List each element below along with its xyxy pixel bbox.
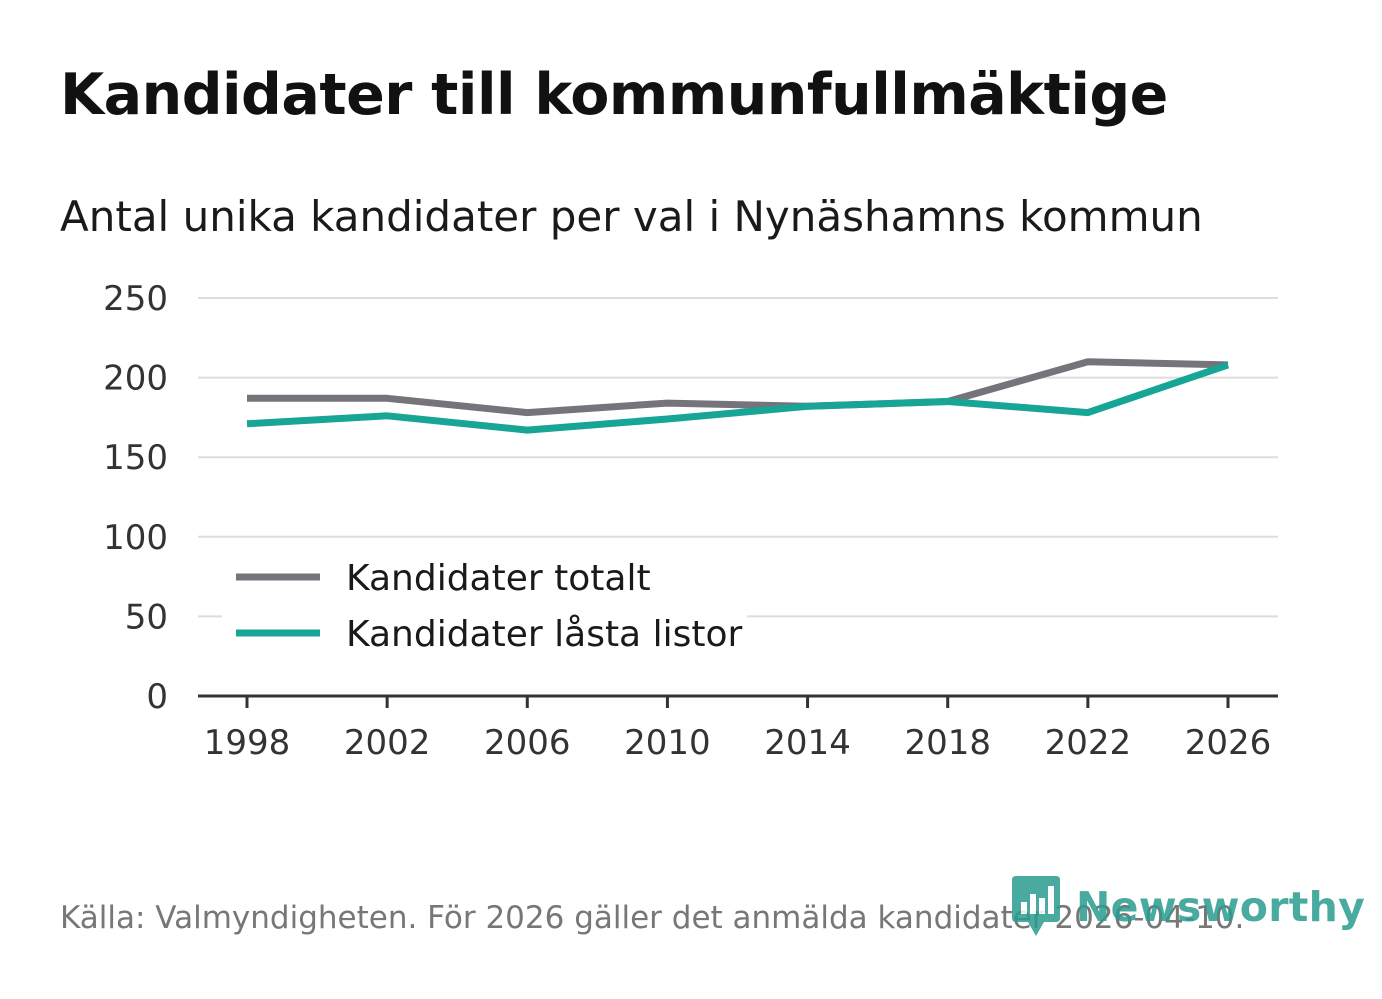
x-tick-label: 2022 (1045, 723, 1132, 763)
legend-background (222, 548, 747, 664)
y-tick-label: 250 (103, 279, 168, 319)
x-tick-label: 2026 (1185, 723, 1272, 763)
x-tick-label: 2010 (624, 723, 711, 763)
chart-subtitle: Antal unika kandidater per val i Nynäsha… (60, 192, 1203, 241)
x-tick-label: 2018 (904, 723, 991, 763)
x-tick-label: 2006 (484, 723, 571, 763)
x-tick-label: 1998 (204, 723, 291, 763)
brand-name: Newsworthy (1076, 883, 1366, 931)
newsworthy-logo: Newsworthy (1010, 876, 1365, 938)
y-tick-label: 100 (103, 518, 168, 558)
bar-chart-speech-bubble-icon (1012, 876, 1060, 936)
y-axis-ticks: 0 50 100 150 200 250 (103, 279, 168, 717)
y-tick-label: 200 (103, 359, 168, 399)
series-lines (246, 358, 1230, 434)
series-line-lasta-listor (246, 361, 1230, 434)
legend-label: Kandidater låsta listor (346, 614, 742, 655)
x-tick-label: 2014 (764, 723, 851, 763)
y-tick-label: 0 (146, 677, 168, 717)
legend-label: Kandidater totalt (346, 558, 651, 599)
y-tick-label: 150 (103, 438, 168, 478)
chart-title: Kandidater till kommunfullmäktige (60, 62, 1168, 128)
x-axis-ticks: 1998 2002 2006 2010 2014 2018 2022 2026 (198, 694, 1278, 763)
y-tick-label: 50 (125, 597, 168, 637)
legend: Kandidater totalt Kandidater låsta listor (222, 548, 747, 664)
series-line-totalt (247, 358, 1229, 417)
x-tick-label: 2002 (344, 723, 431, 763)
